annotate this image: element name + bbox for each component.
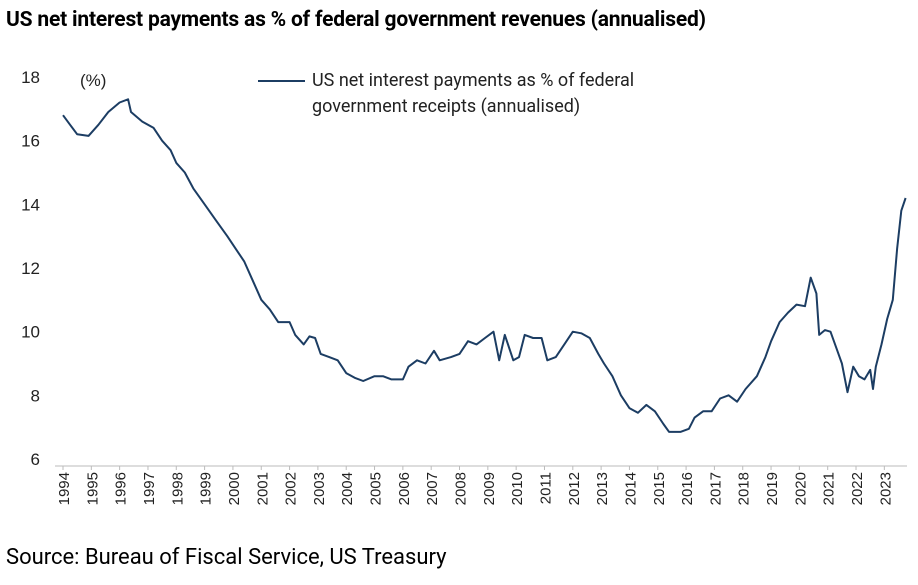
x-tick-label: 2008: [453, 472, 470, 505]
x-tick-label: 2022: [849, 472, 866, 505]
x-tick-label: 2015: [651, 472, 668, 505]
x-tick-label: 2002: [283, 472, 300, 505]
x-tick-label: 2011: [537, 472, 554, 504]
x-tick-label: 1999: [198, 472, 215, 505]
x-tick-label: 2013: [594, 472, 611, 505]
chart-title: US net interest payments as % of federal…: [6, 8, 706, 32]
x-tick-label: 1997: [141, 472, 158, 505]
x-tick-label: 2020: [792, 472, 809, 505]
y-tick-label: 6: [31, 450, 40, 469]
y-tick-label: 14: [21, 195, 40, 214]
x-tick-label: 2014: [622, 472, 639, 505]
legend-label: US net interest payments as % of federal…: [312, 70, 635, 117]
x-tick-label: 1994: [56, 472, 73, 505]
x-tick-label: 2017: [707, 472, 724, 505]
x-tick-label: 2009: [481, 472, 498, 505]
x-tick-label: 1995: [84, 472, 101, 505]
x-tick-label: 1996: [113, 472, 130, 505]
x-tick-label: 1998: [169, 472, 186, 505]
x-tick-label: 2006: [396, 472, 413, 505]
y-tick-label: 16: [21, 132, 40, 151]
x-tick-label: 2004: [339, 472, 356, 505]
x-tick-label: 2007: [424, 472, 441, 505]
x-tick-label: 2001: [254, 472, 271, 505]
x-tick-label: 2003: [311, 472, 328, 505]
x-tick-label: 2019: [764, 472, 781, 505]
source-note: Source: Bureau of Fiscal Service, US Tre…: [6, 545, 447, 570]
y-tick-label: 10: [21, 323, 40, 342]
data-line: [62, 98, 907, 433]
y-unit-label: (%): [80, 71, 106, 90]
x-tick-label: 2012: [566, 472, 583, 505]
x-tick-label: 2021: [821, 472, 838, 505]
x-tick-label: 2016: [679, 472, 696, 505]
x-tick-label: 2000: [226, 472, 243, 505]
y-tick-label: 8: [31, 386, 40, 405]
y-tick-label: 12: [21, 259, 40, 278]
y-tick-label: 18: [21, 68, 40, 87]
x-tick-label: 2005: [368, 472, 385, 505]
x-tick-label: 2023: [877, 472, 894, 505]
x-tick-label: 2018: [736, 472, 753, 505]
x-tick-label: 2010: [509, 472, 526, 505]
